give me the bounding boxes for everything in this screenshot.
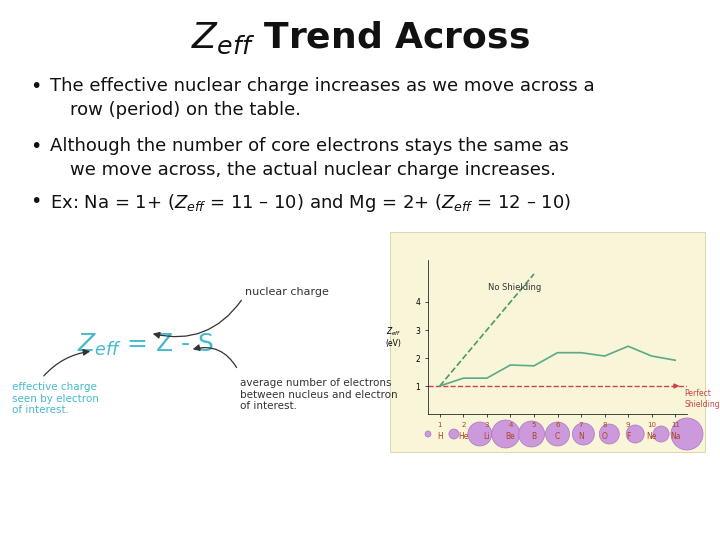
Text: we move across, the actual nuclear charge increases.: we move across, the actual nuclear charg… [70, 161, 556, 179]
Text: The effective nuclear charge increases as we move across a: The effective nuclear charge increases a… [50, 77, 595, 95]
Circle shape [425, 431, 431, 437]
Text: Be: Be [505, 432, 516, 441]
Circle shape [546, 422, 570, 446]
Text: $Z_{eff}$ Trend Across: $Z_{eff}$ Trend Across [191, 20, 529, 56]
Text: O: O [602, 432, 608, 441]
Circle shape [626, 425, 644, 443]
Circle shape [653, 426, 669, 442]
Circle shape [449, 429, 459, 439]
Text: Ex: Na = 1+ ($Z_{eff}$ = 11 – 10) and Mg = 2+ ($Z_{eff}$ = 12 – 10): Ex: Na = 1+ ($Z_{eff}$ = 11 – 10) and Mg… [50, 192, 571, 214]
Text: •: • [30, 137, 41, 156]
Circle shape [671, 418, 703, 450]
Circle shape [468, 422, 492, 446]
Text: C: C [555, 432, 560, 441]
Text: •: • [30, 77, 41, 96]
Text: nuclear charge: nuclear charge [245, 287, 329, 297]
Circle shape [518, 421, 544, 447]
Circle shape [492, 420, 520, 448]
Text: •: • [30, 192, 41, 211]
Circle shape [599, 424, 619, 444]
Text: N: N [578, 432, 584, 441]
Text: No Shielding: No Shielding [488, 283, 541, 292]
Text: B: B [531, 432, 536, 441]
Text: effective charge
seen by electron
of interest.: effective charge seen by electron of int… [12, 382, 99, 415]
Circle shape [572, 423, 595, 445]
Text: Ne: Ne [647, 432, 657, 441]
Text: He: He [458, 432, 469, 441]
Text: $Z_{eff}$ = Z - S: $Z_{eff}$ = Z - S [76, 332, 213, 358]
Y-axis label: $Z_{eff}$
(eV): $Z_{eff}$ (eV) [385, 326, 401, 348]
Text: Although the number of core electrons stays the same as: Although the number of core electrons st… [50, 137, 569, 155]
Text: Perfect
Shielding: Perfect Shielding [685, 389, 720, 409]
Text: F: F [626, 432, 630, 441]
Text: Na: Na [670, 432, 680, 441]
Bar [390, 232, 705, 452]
Text: average number of electrons
between nucleus and electron
of interest.: average number of electrons between nucl… [240, 378, 397, 411]
Text: row (period) on the table.: row (period) on the table. [70, 101, 301, 119]
Text: Li: Li [484, 432, 490, 441]
Text: H: H [437, 432, 443, 441]
